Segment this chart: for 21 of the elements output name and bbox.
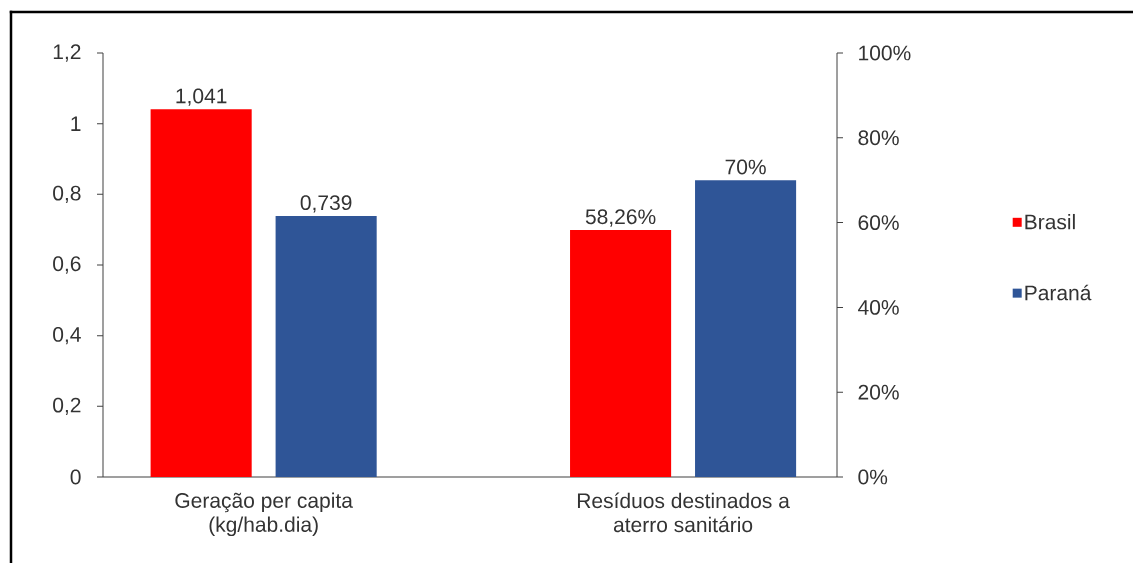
legend-label: Paraná: [1025, 284, 1092, 301]
y-tick-label: 0,2: [53, 397, 81, 415]
y2-tick-label: 80%: [858, 130, 899, 146]
data-label: 1,041: [176, 88, 227, 106]
y-tick-label: 0,6: [53, 256, 81, 274]
y-tick-label: 0,8: [53, 185, 81, 203]
x-tick-label: Geração per capita (kg/hab.dia): [175, 492, 353, 537]
y-tick-label: 0: [70, 469, 81, 485]
y2-tick-label: 0%: [858, 469, 888, 485]
legend-label: Brasil: [1025, 213, 1075, 230]
y2-tick-label: 60%: [858, 215, 899, 231]
y2-tick-label: 40%: [858, 299, 899, 315]
data-label: 70%: [725, 159, 766, 175]
x-tick-label: Resíduos destinados a aterro sanitário: [577, 492, 790, 533]
y2-tick-label: 20%: [858, 384, 899, 400]
y-tick-label: 1: [71, 116, 81, 131]
y-tick-label: 0,4: [53, 326, 81, 345]
y-tick-label: 1,2: [53, 44, 81, 62]
y2-tick-label: 100%: [859, 45, 911, 61]
data-label: 0,739: [300, 195, 352, 213]
data-label: 58,26%: [585, 209, 656, 227]
